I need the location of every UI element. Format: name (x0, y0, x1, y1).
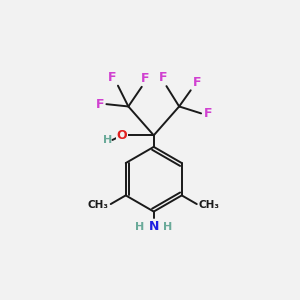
Text: F: F (141, 71, 150, 85)
Text: H: H (103, 135, 112, 146)
Text: N: N (148, 220, 159, 232)
Text: O: O (117, 129, 128, 142)
Text: F: F (193, 76, 201, 89)
Text: CH₃: CH₃ (88, 200, 109, 210)
Text: H: H (135, 222, 144, 232)
Text: F: F (108, 71, 116, 84)
Text: H: H (164, 222, 173, 232)
Text: CH₃: CH₃ (199, 200, 220, 210)
Text: F: F (158, 71, 167, 84)
Text: F: F (96, 98, 104, 111)
Text: F: F (203, 107, 212, 120)
